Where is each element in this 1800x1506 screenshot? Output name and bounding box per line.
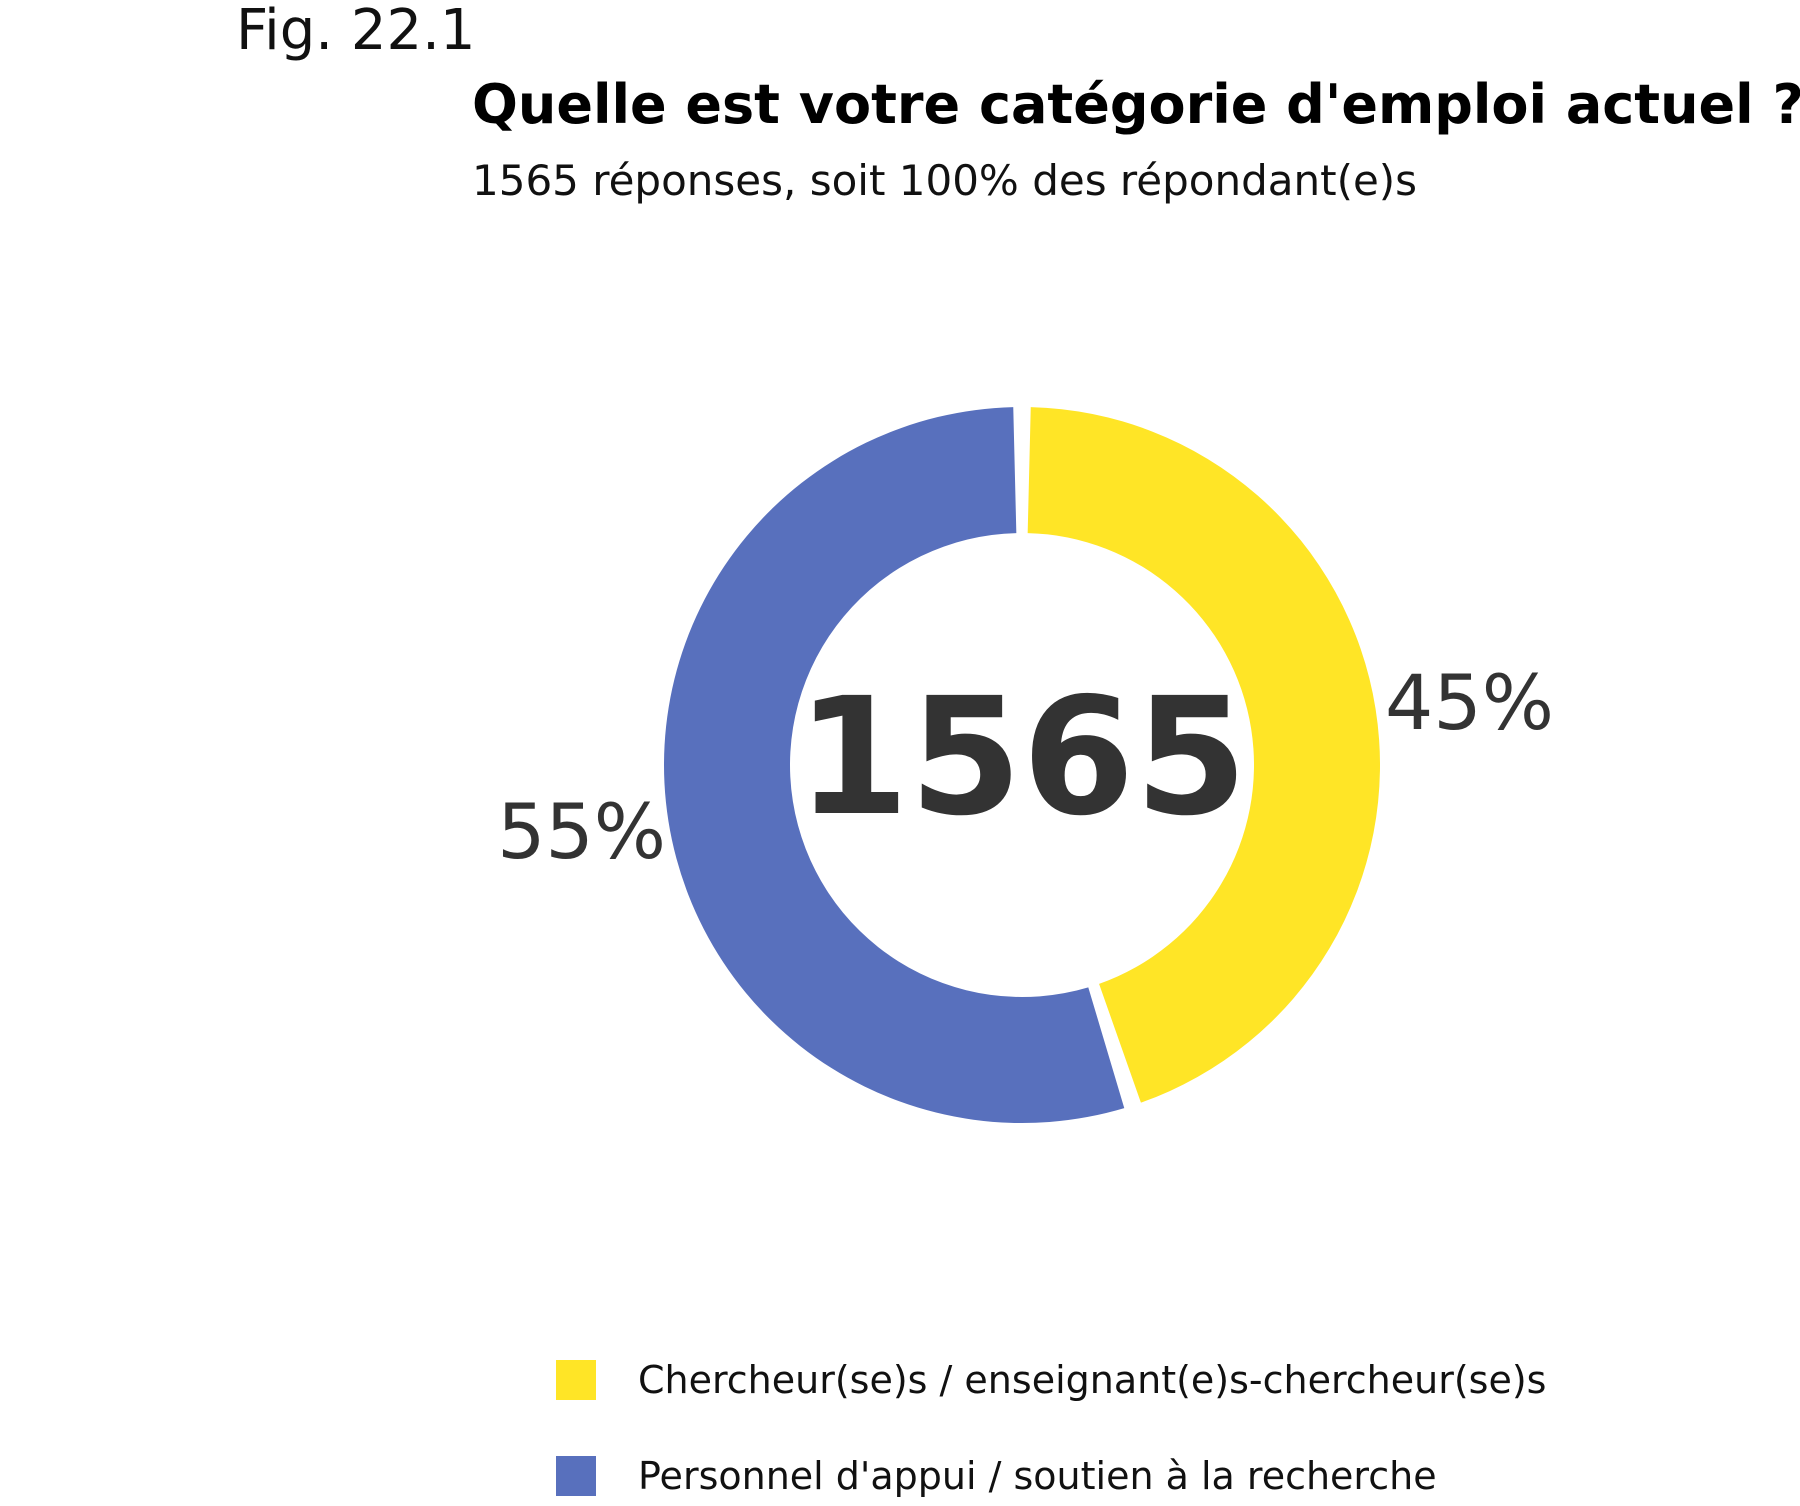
slice-label-personnel: 55% (497, 787, 666, 876)
legend-item-personnel: Personnel d'appui / soutien à la recherc… (556, 1446, 1556, 1506)
slice-chercheurs (1027, 407, 1380, 1103)
center-total-label: 1565 (797, 664, 1248, 852)
donut-chart: 1565 45% 55% (497, 407, 1554, 1123)
slice-personnel (663, 407, 1125, 1123)
legend-item-chercheurs: Chercheur(se)s / enseignant(e)s-chercheu… (556, 1350, 1556, 1410)
chart-subtitle: 1565 réponses, soit 100% des répondant(e… (472, 156, 1418, 205)
legend-label-personnel: Personnel d'appui / soutien à la recherc… (638, 1454, 1437, 1498)
donut-slices (663, 407, 1380, 1123)
figure-label: Fig. 22.1 (236, 0, 476, 63)
legend-swatch-chercheurs (556, 1360, 596, 1400)
legend-swatch-personnel (556, 1456, 596, 1496)
chart-title: Quelle est votre catégorie d'emploi actu… (472, 73, 1800, 136)
legend-label-chercheurs: Chercheur(se)s / enseignant(e)s-chercheu… (638, 1358, 1547, 1402)
slice-label-chercheurs: 45% (1385, 658, 1554, 747)
